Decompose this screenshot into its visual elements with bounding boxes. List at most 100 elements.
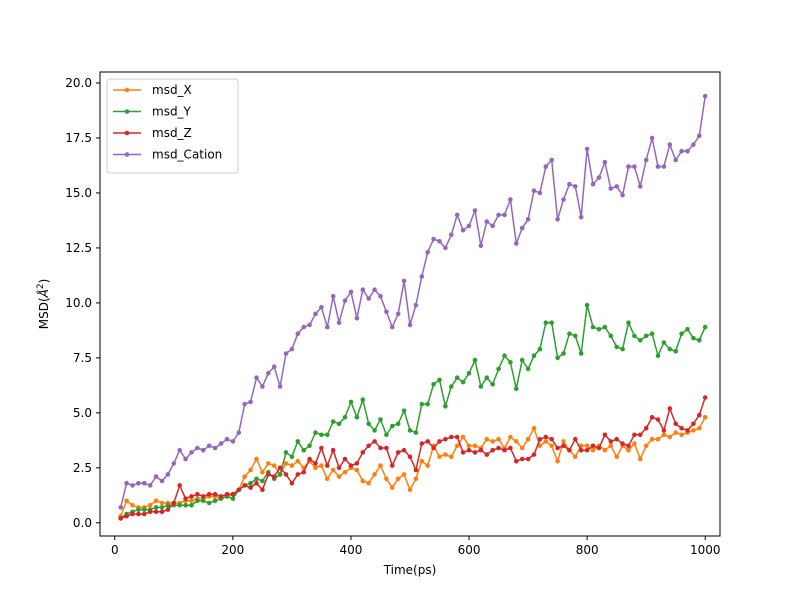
series-line-msd_Cation	[119, 96, 706, 508]
data-point-msd_Cation	[508, 197, 513, 202]
data-point-msd_X	[248, 467, 253, 473]
data-point-msd_Cation	[295, 331, 301, 337]
data-point-msd_Cation	[165, 472, 171, 477]
series-msd_Z	[118, 395, 708, 521]
data-point-msd_Y	[502, 353, 507, 359]
data-point-msd_Z	[638, 432, 643, 438]
data-point-msd_Cation	[301, 324, 307, 330]
data-point-msd_Y	[136, 507, 141, 512]
data-point-msd_X	[561, 439, 566, 444]
data-point-msd_Z	[201, 494, 206, 499]
data-point-msd_Z	[372, 439, 377, 444]
data-point-msd_Y	[336, 421, 342, 427]
data-point-msd_Z	[555, 445, 560, 451]
data-point-msd_Y	[283, 450, 289, 455]
data-point-msd_X	[543, 439, 549, 444]
data-point-msd_Z	[466, 447, 472, 453]
data-point-msd_Z	[531, 452, 537, 457]
data-point-msd_Y	[573, 333, 578, 339]
data-point-msd_Y	[401, 408, 407, 414]
series-line-msd_Z	[120, 397, 706, 520]
data-point-msd_Z	[502, 447, 507, 453]
data-point-msd_Z	[519, 456, 525, 462]
data-point-msd_Cation	[342, 298, 348, 304]
data-point-msd_X	[313, 465, 318, 471]
data-point-msd_Y	[230, 496, 236, 501]
data-point-msd_Cation	[590, 181, 596, 187]
data-point-msd_Z	[401, 447, 407, 453]
data-point-msd_Z	[177, 483, 182, 488]
data-point-msd_Z	[431, 445, 436, 451]
data-point-msd_X	[390, 485, 395, 490]
data-point-msd_X	[407, 487, 413, 493]
data-point-msd_Z	[549, 436, 554, 442]
data-point-msd_Y	[602, 324, 608, 330]
data-point-msd_Cation	[366, 296, 372, 301]
data-point-msd_Y	[449, 384, 454, 389]
data-point-msd_Cation	[319, 305, 324, 310]
data-point-msd_Z	[248, 485, 253, 490]
data-point-msd_Z	[407, 454, 413, 460]
data-point-msd_Cation	[490, 223, 496, 229]
data-point-msd_Cation	[608, 186, 614, 191]
data-point-msd_Cation	[578, 214, 584, 220]
y-axis-label: MSD(Å2)	[36, 279, 51, 330]
data-point-msd_Y	[319, 432, 324, 438]
data-point-msd_Z	[360, 450, 366, 455]
data-point-msd_Y	[189, 502, 194, 508]
data-point-msd_X	[531, 425, 537, 431]
data-point-msd_Cation	[691, 142, 696, 147]
data-point-msd_Y	[614, 344, 619, 350]
y-tick-label: 7.5	[73, 351, 92, 365]
data-point-msd_X	[490, 439, 496, 444]
data-point-msd_Z	[655, 417, 661, 422]
data-point-msd_Y	[354, 415, 360, 420]
data-point-msd_X	[614, 454, 619, 460]
data-point-msd_Z	[136, 511, 141, 517]
legend-label: msd_Y	[152, 105, 192, 119]
data-point-msd_Z	[620, 441, 625, 446]
data-point-msd_Z	[425, 439, 431, 444]
data-point-msd_Z	[342, 456, 348, 462]
data-point-msd_Cation	[206, 443, 212, 449]
data-point-msd_Y	[685, 327, 690, 332]
data-point-msd_Y	[248, 480, 253, 486]
data-point-msd_Cation	[130, 483, 135, 488]
legend-item-msd_Y: msd_Y	[113, 105, 192, 119]
data-point-msd_Cation	[372, 287, 377, 293]
data-point-msd_Cation	[573, 184, 578, 189]
data-point-msd_Y	[159, 505, 165, 510]
x-tick-label: 1000	[690, 543, 721, 557]
data-point-msd_Cation	[195, 445, 200, 451]
data-point-msd_Z	[289, 480, 295, 486]
data-point-msd_X	[454, 443, 460, 449]
data-point-msd_Cation	[519, 225, 525, 231]
data-point-msd_Z	[679, 425, 684, 431]
data-point-msd_Y	[649, 331, 655, 337]
data-point-msd_Z	[171, 500, 177, 506]
data-point-msd_Z	[596, 445, 602, 451]
data-point-msd_Z	[165, 507, 171, 512]
x-axis-label: Time(ps)	[383, 563, 437, 577]
data-point-msd_Y	[679, 331, 684, 337]
data-point-msd_Y	[496, 366, 501, 372]
legend-item-msd_Z: msd_Z	[113, 126, 192, 140]
data-point-msd_X	[573, 454, 578, 460]
data-point-msd_Cation	[413, 302, 419, 308]
data-point-msd_Cation	[313, 311, 318, 317]
data-point-msd_Z	[661, 428, 667, 433]
data-point-msd_X	[449, 454, 454, 460]
data-point-msd_X	[242, 474, 247, 479]
data-point-msd_Cation	[425, 250, 431, 255]
data-point-msd_Y	[443, 404, 448, 409]
data-point-msd_Cation	[673, 157, 678, 163]
data-point-msd_X	[271, 463, 277, 468]
data-point-msd_X	[638, 456, 643, 462]
data-point-msd_Y	[413, 430, 419, 435]
data-point-msd_Cation	[266, 371, 271, 376]
data-point-msd_Z	[307, 456, 312, 462]
data-point-msd_X	[514, 439, 519, 444]
data-point-msd_Y	[466, 371, 472, 376]
data-point-msd_X	[508, 434, 513, 440]
data-point-msd_Z	[260, 487, 265, 493]
